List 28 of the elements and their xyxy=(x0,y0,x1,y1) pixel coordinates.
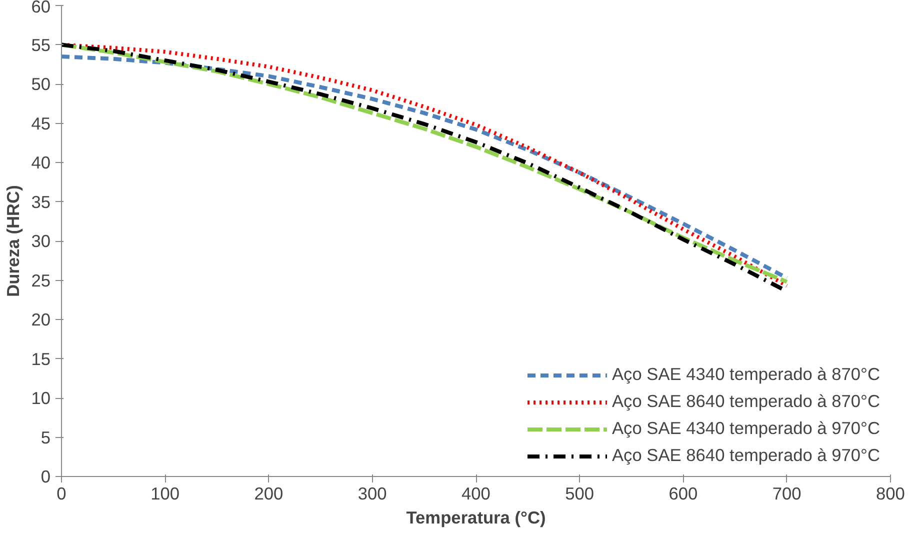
y-tick-label: 0 xyxy=(40,466,51,486)
y-tick-label: 35 xyxy=(31,192,51,212)
x-tick-label: 500 xyxy=(565,484,594,504)
y-tick-label: 60 xyxy=(31,0,51,16)
x-tick-label: 300 xyxy=(358,484,387,504)
legend-label: Aço SAE 8640 temperado à 970°C xyxy=(612,445,880,466)
x-tick-label: 700 xyxy=(772,484,802,504)
x-tick-label: 200 xyxy=(254,484,284,504)
x-tick-label: 100 xyxy=(150,484,180,504)
x-tick-label: 600 xyxy=(668,484,698,504)
legend-label: Aço SAE 4340 temperado à 870°C xyxy=(612,364,880,385)
y-tick-label: 45 xyxy=(31,113,51,134)
y-tick-label: 30 xyxy=(31,231,51,251)
legend-label: Aço SAE 4340 temperado à 970°C xyxy=(612,418,880,439)
legend-label: Aço SAE 8640 temperado à 870°C xyxy=(612,391,880,412)
y-tick-label: 55 xyxy=(31,34,51,55)
y-axis-title: Dureza (HRC) xyxy=(3,185,24,297)
x-tick-label: 0 xyxy=(56,484,66,504)
y-tick-label: 20 xyxy=(31,310,51,330)
y-tick-label: 15 xyxy=(31,348,51,369)
y-tick-label: 10 xyxy=(31,388,51,408)
x-tick-label: 800 xyxy=(876,484,905,504)
y-tick-label: 50 xyxy=(31,74,51,94)
x-axis-title: Temperatura (°C) xyxy=(406,508,546,528)
y-tick-label: 25 xyxy=(31,270,51,290)
x-tick-label: 400 xyxy=(462,484,490,504)
y-tick-label: 5 xyxy=(40,427,51,448)
y-tick-label: 40 xyxy=(31,152,51,172)
